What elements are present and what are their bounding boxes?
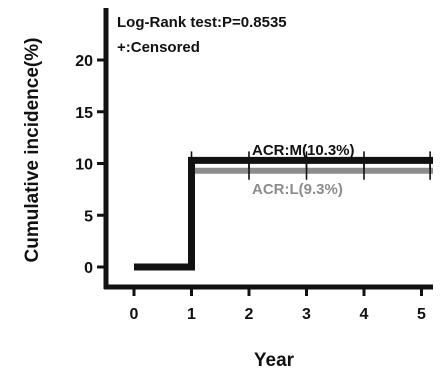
series-label-acr-m: ACR:M(10.3%) xyxy=(252,142,355,159)
y-tick-label: 20 xyxy=(75,53,93,70)
censored-annotation: +:Censored xyxy=(117,39,200,56)
series-label-acr-l: ACR:L(9.3%) xyxy=(252,181,343,198)
y-tick-label: 15 xyxy=(75,105,93,122)
y-tick-label: 10 xyxy=(75,157,93,174)
plot-marks xyxy=(134,151,433,271)
ticks: 0 5 10 15 20 0 1 2 3 4 5 xyxy=(75,53,426,323)
x-tick-label: 3 xyxy=(302,306,311,323)
y-tick-label: 0 xyxy=(84,260,93,277)
x-tick-label: 0 xyxy=(130,306,139,323)
x-tick-label: 4 xyxy=(360,306,369,323)
y-tick-label: 5 xyxy=(84,208,93,225)
axes xyxy=(103,8,433,290)
y-axis-label: Cumulative incidence(%) xyxy=(22,38,43,263)
x-axis-label: Year xyxy=(254,350,295,371)
x-tick-label: 5 xyxy=(417,306,426,323)
x-tick-label: 2 xyxy=(245,306,254,323)
series-line-acr-m xyxy=(134,156,433,271)
x-tick-label: 1 xyxy=(187,306,196,323)
logrank-annotation: Log-Rank test:P=0.8535 xyxy=(117,14,287,31)
